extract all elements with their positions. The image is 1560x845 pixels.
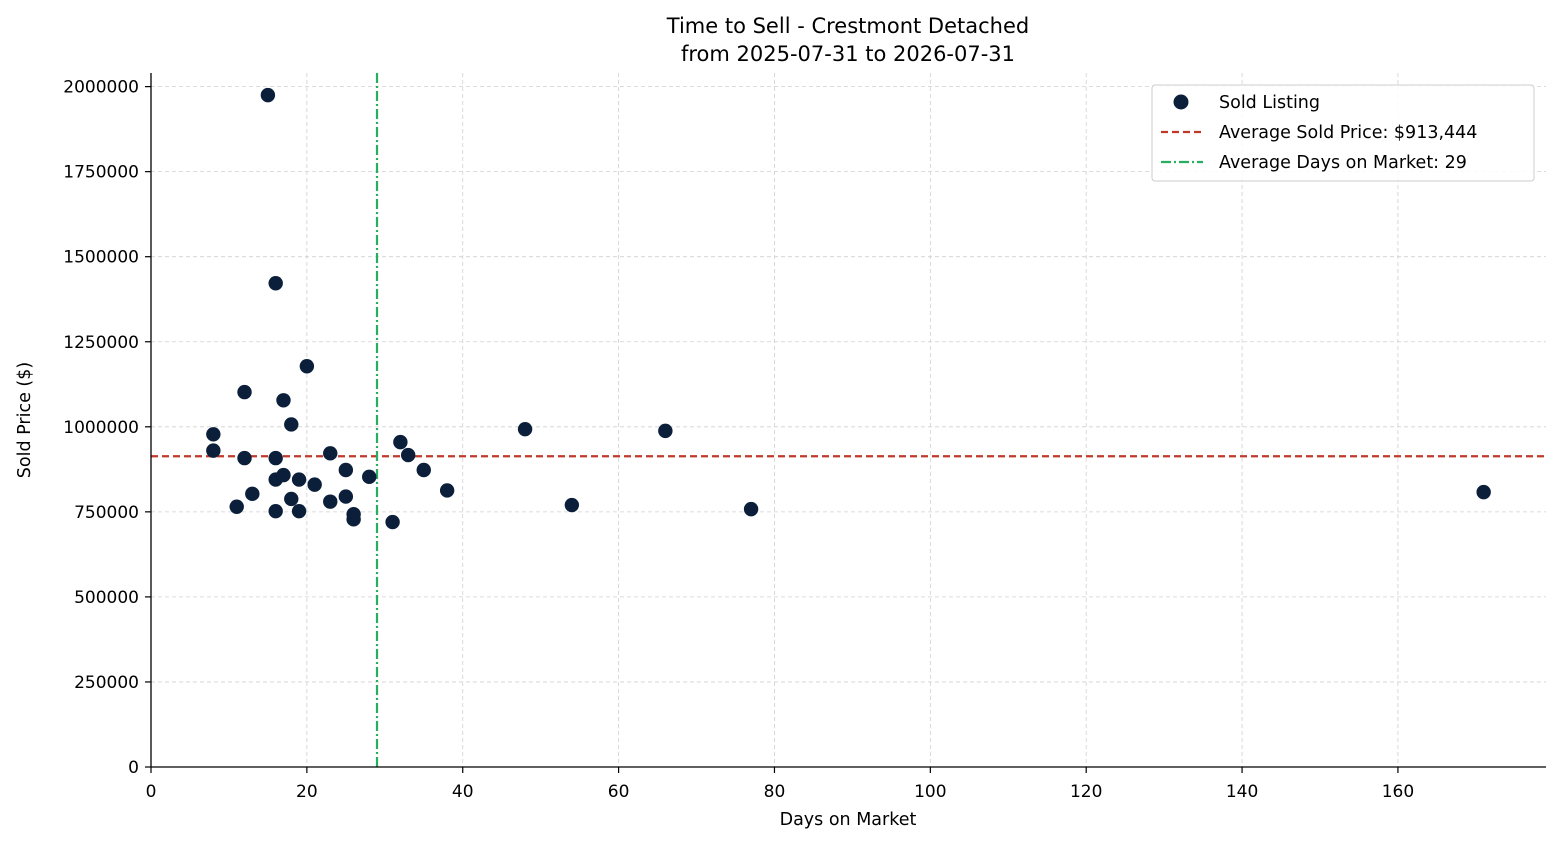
data-point [400,447,416,463]
legend: Sold Listing Average Sold Price: $913,44… [1151,84,1535,182]
y-tick-label: 1750000 [63,163,139,183]
data-point [237,450,252,466]
y-tick-label: 250000 [74,673,139,693]
data-point [291,472,307,487]
data-point [385,514,400,530]
data-point [323,446,338,461]
y-tick-label: 1250000 [63,333,139,353]
data-point [393,434,408,450]
data-point [268,503,283,519]
data-point [268,276,283,291]
data-point [245,486,260,502]
y-tick-label: 750000 [74,503,139,523]
y-tick-label: 2000000 [63,78,139,98]
data-point [338,489,354,504]
x-tick-label: 120 [1070,782,1102,802]
data-point [564,497,580,513]
x-tick-label: 40 [452,782,474,802]
data-point [299,359,315,374]
x-tick-label: 0 [146,782,157,802]
x-tick-label: 20 [296,782,318,802]
y-tick-label: 1000000 [63,418,139,438]
data-point [284,491,299,507]
data-point [323,494,338,509]
y-axis-label: Sold Price ($) [15,362,35,478]
chart-title: Time to Sell - Crestmont Detached [666,14,1029,38]
data-point [206,443,221,458]
legend-label-avg-price: Average Sold Price: $913,444 [1219,123,1477,143]
x-tick-label: 160 [1382,782,1414,802]
data-point [743,501,759,517]
data-point [658,423,673,439]
data-point [276,467,291,483]
legend-marker-sold-listing [1173,94,1189,110]
y-ticks: 0 250000 500000 750000 1000000 1250000 1500000… [63,78,151,778]
data-point [291,503,307,519]
axes [150,73,1546,768]
x-tick-label: 100 [914,782,946,802]
chart-subtitle: from 2025-07-31 to 2026-07-31 [681,42,1015,66]
data-point [362,469,377,485]
legend-box [1151,84,1535,182]
x-ticks: 0 20 40 60 80 100 120 140 160 [146,767,1414,802]
reference-lines [151,73,1546,767]
data-point [260,87,276,103]
data-points [206,87,1491,530]
data-point [268,450,283,466]
data-point [416,462,431,478]
x-tick-label: 140 [1226,782,1258,802]
data-point [229,499,244,514]
legend-label-avg-days: Average Days on Market: 29 [1219,153,1467,173]
y-tick-label: 500000 [74,588,139,608]
data-point [307,477,322,492]
legend-label-sold-listing: Sold Listing [1219,93,1320,113]
x-tick-label: 60 [608,782,630,802]
x-tick-label: 80 [764,782,786,802]
data-point [284,417,299,432]
data-point [276,393,291,408]
data-point [439,483,455,498]
data-point [237,384,252,400]
data-point [346,512,361,527]
y-tick-label: 0 [128,758,139,778]
y-tick-label: 1500000 [63,248,139,268]
data-point [206,427,221,442]
data-point [338,462,354,478]
data-point [517,421,533,437]
x-axis-label: Days on Market [780,810,917,830]
data-point [1476,484,1491,500]
